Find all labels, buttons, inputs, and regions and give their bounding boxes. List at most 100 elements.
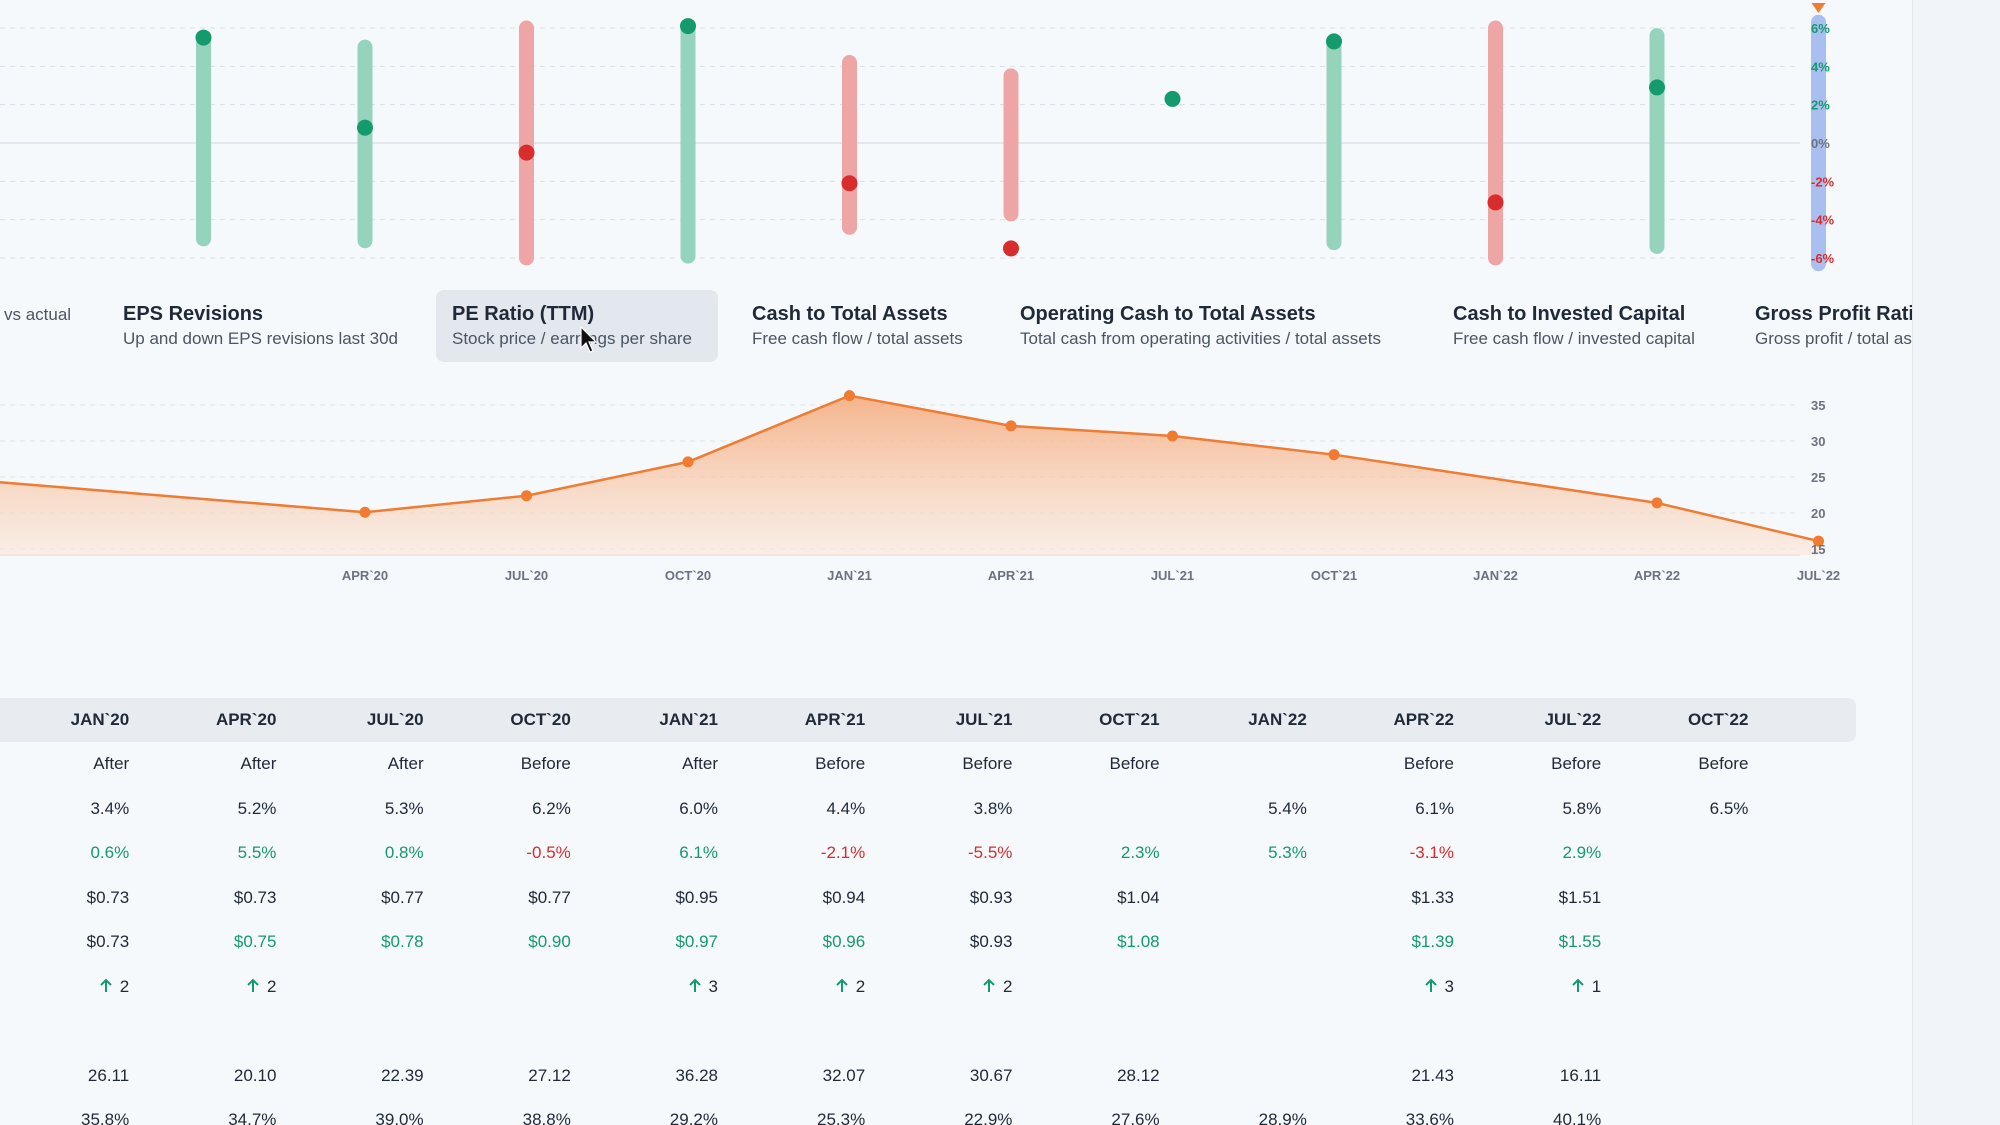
range-y-tick-label: 0% <box>1811 136 1830 151</box>
table-cell: $1.51 <box>1558 888 1602 907</box>
table-cell: 5.3% <box>1268 843 1307 862</box>
table-cell: 5.2% <box>237 799 277 818</box>
table-cell: $1.08 <box>1117 932 1160 951</box>
table-cell: 6.5% <box>1709 799 1749 818</box>
table-cell: 0.8% <box>384 843 424 862</box>
table-cell: $0.96 <box>822 932 866 951</box>
area-y-tick-label: 20 <box>1811 506 1825 521</box>
table-column-header: JAN`22 <box>1248 710 1307 729</box>
range-point <box>1164 90 1181 107</box>
arrow-up-icon <box>100 978 112 992</box>
earnings-surprise-range-chart: 6% 4% 2% 0% -2% -4% -6% <box>0 3 1835 272</box>
pe-point <box>521 490 532 502</box>
table-cell: 27.6% <box>1111 1110 1160 1125</box>
table-cell: $1.39 <box>1411 932 1454 951</box>
table-cell: Before <box>520 754 571 773</box>
table-cell: 30.67 <box>969 1066 1013 1085</box>
table-cell: 27.12 <box>528 1066 571 1085</box>
table-cell: 38.8% <box>522 1110 571 1125</box>
metric-card-subtitle: Total cash from operating activities / t… <box>1020 329 1381 348</box>
table-cell: 35.8% <box>81 1110 130 1125</box>
table-cell: -5.5% <box>967 843 1013 862</box>
table-cell: 5.5% <box>237 843 277 862</box>
range-point <box>1649 79 1665 96</box>
table-cell: -2.1% <box>820 843 866 862</box>
table-cell: 5.3% <box>384 799 424 818</box>
table-cell: After <box>93 754 130 773</box>
metric-card-subtitle: Gross profit / total assets <box>1755 329 1912 348</box>
metric-card-gross-profit-ratio[interactable]: Gross Profit Ratio Gross profit / total … <box>1739 290 1912 362</box>
table-cell: 34.7% <box>228 1110 277 1125</box>
table-column-header: JUL`20 <box>366 710 424 729</box>
table-cell: After <box>387 754 424 773</box>
table-cell: 5.4% <box>1268 799 1307 818</box>
metric-card-vs-actual[interactable]: vs actual <box>0 290 87 362</box>
area-x-tick-label: OCT`20 <box>665 568 711 583</box>
table-cell: 20.10 <box>233 1066 277 1085</box>
table-cell: $0.75 <box>233 932 277 951</box>
table-cell: Before <box>1551 754 1602 773</box>
arrow-up-icon <box>983 978 995 992</box>
table-cell: 2.9% <box>1562 843 1602 862</box>
table-column-header: OCT`22 <box>1687 710 1749 729</box>
mouse-cursor-icon <box>580 326 598 353</box>
table-cell: $1.04 <box>1117 888 1160 907</box>
table-cell: Before <box>1109 754 1160 773</box>
area-x-tick-label: JUL`20 <box>505 568 548 583</box>
table-cell: $0.93 <box>969 932 1013 951</box>
table-cell: Before <box>815 754 866 773</box>
area-x-tick-label: JAN`22 <box>1473 568 1518 583</box>
range-point <box>1326 33 1342 50</box>
table-column-header: JAN`20 <box>70 710 130 729</box>
table-cell: $1.55 <box>1558 932 1602 951</box>
table-cell: 1 <box>1570 977 1601 997</box>
table-cell: 2 <box>245 977 276 997</box>
area-x-tick-label: APR`22 <box>1634 568 1680 583</box>
right-side-panel <box>1912 0 2000 1125</box>
table-cell: 21.43 <box>1411 1066 1454 1085</box>
metric-card-operating-cash[interactable]: Operating Cash to Total Assets Total cas… <box>1004 290 1397 362</box>
pe-line <box>0 394 1819 543</box>
metric-card-subtitle: Free cash flow / total assets <box>752 329 963 348</box>
range-point <box>357 119 373 136</box>
table-column-header: APR`22 <box>1393 710 1454 729</box>
metric-card-pe-ratio[interactable]: PE Ratio (TTM) Stock price / earnings pe… <box>436 290 718 362</box>
table-cell: 2 <box>98 977 129 997</box>
arrow-up-icon <box>1424 978 1437 992</box>
table-cell: 3 <box>687 977 718 997</box>
table-cell: 3 <box>1423 977 1454 997</box>
area-x-tick-label: APR`20 <box>342 568 388 583</box>
metric-card-cash-to-invested-capital[interactable]: Cash to Invested Capital Free cash flow … <box>1437 290 1711 362</box>
table-cell: Before <box>1698 754 1749 773</box>
range-y-tick-label: -2% <box>1811 174 1835 189</box>
metric-card-title: Gross Profit Ratio <box>1755 303 1912 325</box>
table-cell: $0.73 <box>86 888 130 907</box>
area-y-tick-label: 35 <box>1811 398 1825 413</box>
metric-card-title: Operating Cash to Total Assets <box>1020 303 1316 325</box>
table-cell: $0.95 <box>675 888 718 907</box>
pe-point <box>1813 535 1824 547</box>
table-cell: 6.0% <box>679 799 718 818</box>
table-cell: $0.77 <box>381 888 424 907</box>
table-column-header: OCT`21 <box>1099 710 1160 729</box>
table-column-header: APR`21 <box>804 710 866 729</box>
metric-card-cash-to-total-assets[interactable]: Cash to Total Assets Free cash flow / to… <box>736 290 979 362</box>
table-cell: $0.73 <box>233 888 277 907</box>
table-cell: 28.12 <box>1117 1066 1160 1085</box>
range-y-tick-label: -4% <box>1811 213 1835 228</box>
table-cell: 29.2% <box>669 1110 718 1125</box>
metric-card-title: PE Ratio (TTM) <box>452 303 595 325</box>
metric-card-eps-revisions[interactable]: EPS Revisions Up and down EPS revisions … <box>107 290 414 362</box>
table-cell: 3.4% <box>90 799 130 818</box>
arrow-up-icon <box>247 978 259 992</box>
range-point <box>1487 194 1504 211</box>
range-y-tick-label: 6% <box>1811 21 1830 36</box>
range-point <box>195 29 212 46</box>
table-cell: $0.90 <box>528 932 571 951</box>
table-cell: $0.73 <box>86 932 130 951</box>
area-x-tick-label: APR`21 <box>988 568 1034 583</box>
table-cell: Before <box>962 754 1013 773</box>
pe-point <box>1328 449 1340 461</box>
area-x-tick-label: JAN`21 <box>827 568 872 583</box>
area-y-tick-label: 25 <box>1811 470 1825 485</box>
